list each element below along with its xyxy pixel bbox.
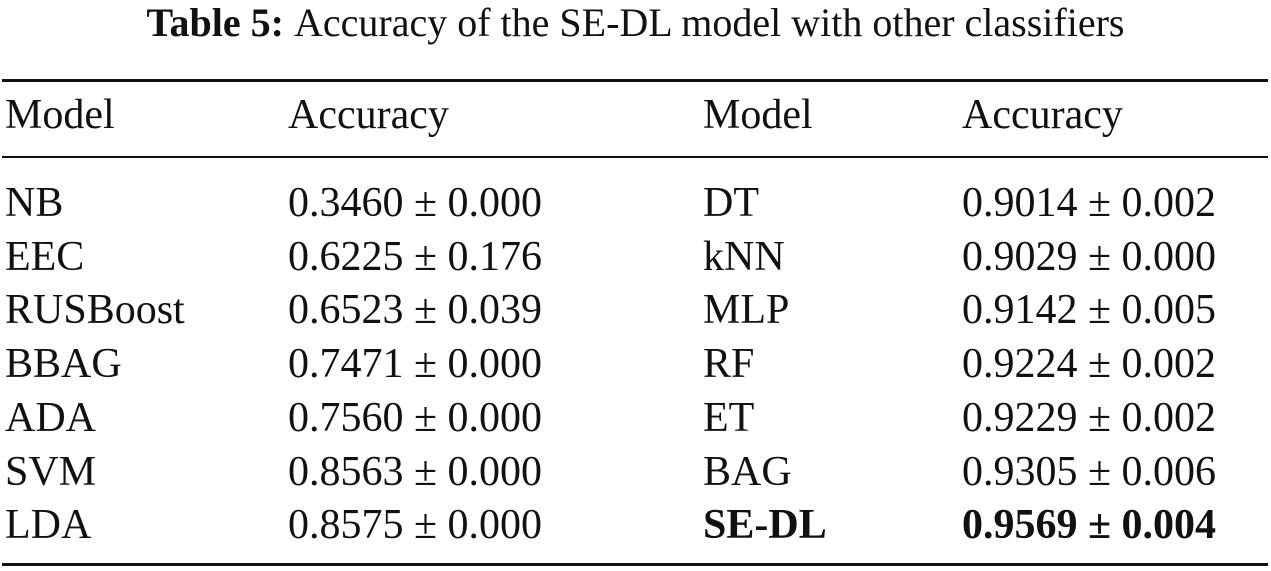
- table-cell: kNN: [703, 233, 785, 280]
- table-cell: 0.7560 ± 0.000: [288, 394, 543, 441]
- bottom-rule: [2, 563, 1268, 566]
- table-cell: BBAG: [5, 341, 122, 388]
- table-cell: 0.3460 ± 0.000: [288, 180, 543, 226]
- table-cell: 0.9305 ± 0.006: [962, 448, 1217, 495]
- table-cell: 0.6523 ± 0.039: [288, 287, 543, 334]
- top-rule: [2, 79, 1268, 82]
- table-cell: 0.9014 ± 0.002: [962, 180, 1217, 226]
- caption-text: Accuracy of the SE-DL model with other c…: [293, 0, 1125, 45]
- table-cell: 0.8575 ± 0.000: [288, 502, 543, 549]
- caption-label: Table 5:: [146, 0, 284, 45]
- table-cell: 0.9029 ± 0.000: [962, 233, 1217, 280]
- table-cell: ADA: [5, 394, 96, 441]
- header-cell: Model: [5, 92, 115, 138]
- table-cell: RUSBoost: [5, 287, 185, 334]
- table-cell: 0.8563 ± 0.000: [288, 448, 543, 495]
- caption: Table 5: Accuracy of the SE-DL model with…: [0, 0, 1271, 46]
- table-cell: 0.9142 ± 0.005: [962, 287, 1217, 334]
- table-cell: MLP: [703, 287, 790, 334]
- header-cell: Model: [703, 92, 813, 138]
- table-cell: DT: [703, 180, 759, 226]
- header-cell: Accuracy: [962, 92, 1123, 138]
- table-cell: EEC: [5, 233, 85, 280]
- table-cell: SE-DL: [703, 502, 827, 549]
- table-cell: NB: [5, 180, 64, 226]
- table-cell: BAG: [703, 448, 792, 495]
- table-cell: SVM: [5, 448, 97, 495]
- table-cell: LDA: [5, 502, 92, 549]
- header-cell: Accuracy: [288, 92, 449, 138]
- table-cell: 0.6225 ± 0.176: [288, 233, 543, 280]
- table-cell: 0.9229 ± 0.002: [962, 394, 1217, 441]
- mid-rule: [2, 156, 1268, 158]
- table-cell: RF: [703, 341, 755, 388]
- table-cell: 0.9569 ± 0.004: [962, 502, 1217, 549]
- table-cell: 0.7471 ± 0.000: [288, 341, 543, 388]
- table-cell: 0.9224 ± 0.002: [962, 341, 1217, 388]
- table-cell: ET: [703, 394, 755, 441]
